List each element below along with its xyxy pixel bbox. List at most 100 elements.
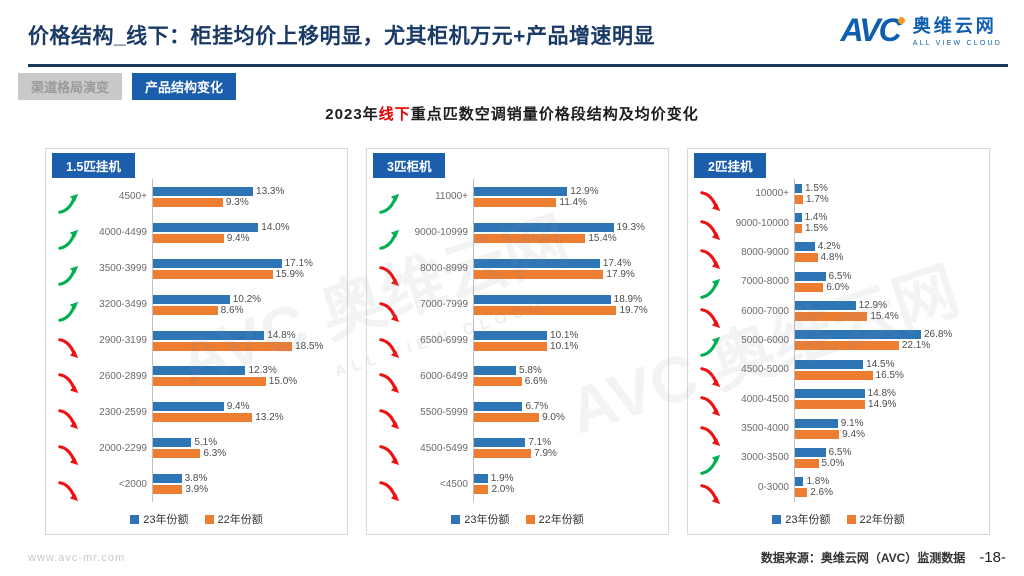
value-label: 9.3%	[225, 196, 249, 208]
bar-line: 19.7%	[474, 304, 662, 316]
bar-group: 6.5% 6.0%	[794, 267, 983, 297]
bar-23	[474, 258, 600, 268]
bar-group: 14.8% 18.5%	[152, 322, 341, 359]
trend-down-icon	[700, 367, 721, 387]
bar-23	[795, 389, 865, 399]
category-label: 6000-6499	[420, 370, 468, 382]
value-label: 19.7%	[619, 304, 648, 316]
trend-arrow	[694, 454, 728, 476]
bar-line: 15.4%	[474, 233, 662, 244]
trend-up-icon	[58, 301, 79, 322]
bar-line: 6.0%	[795, 282, 983, 293]
bar-22	[795, 458, 819, 468]
bar-line: 6.5%	[795, 446, 983, 458]
trend-down-icon	[379, 409, 400, 430]
bar-line: 14.9%	[795, 399, 983, 410]
bar-row: 9000-10000 1.4% 1.5%	[694, 208, 983, 241]
bar-row: <2000 3.8% 3.9%	[52, 466, 341, 503]
bar-22	[474, 233, 586, 243]
bar-group: 12.3% 15.0%	[152, 358, 341, 395]
bar-group: 3.8% 3.9%	[152, 466, 341, 503]
bar-group: 6.5% 5.0%	[794, 443, 983, 473]
bar-line: 16.5%	[795, 369, 983, 381]
category-label: 3500-3999	[99, 263, 147, 275]
bar-23	[153, 294, 230, 304]
value-label: 12.3%	[248, 365, 277, 377]
bar-22	[153, 197, 223, 207]
bar-23	[795, 447, 826, 457]
bar-row: 4500-5499 7.1% 7.9%	[373, 430, 662, 467]
category-label: 2300-2599	[99, 406, 147, 418]
trend-arrow	[52, 444, 86, 466]
bar-line: 14.0%	[153, 222, 341, 233]
category-label: 8000-8999	[420, 263, 468, 275]
bar-line: 11.4%	[474, 197, 662, 208]
bar-line: 18.9%	[474, 294, 662, 305]
tab-channel-structure[interactable]: 渠道格局演变	[18, 73, 123, 100]
trend-down-icon	[58, 481, 79, 502]
bar-22	[474, 197, 557, 207]
bar-line: 6.5%	[795, 271, 983, 282]
bar-group: 10.2% 8.6%	[152, 286, 341, 323]
trend-up-icon	[379, 193, 400, 214]
value-label: 10.1%	[550, 329, 579, 341]
tab-product-structure[interactable]: 产品结构变化	[132, 73, 237, 100]
value-label: 26.8%	[923, 329, 953, 341]
bar-group: 10.1% 10.1%	[473, 322, 662, 359]
bar-row: 3000-3500 6.5% 5.0%	[694, 443, 983, 475]
bar-23	[795, 477, 804, 487]
bar-22	[153, 449, 201, 459]
trend-down-icon	[700, 249, 721, 270]
bar-line: 9.1%	[795, 418, 983, 429]
legend-swatch-22	[846, 514, 856, 524]
value-label: 9.4%	[226, 232, 250, 244]
bar-line: 6.3%	[153, 448, 341, 459]
value-label: 9.0%	[542, 412, 565, 424]
bar-line: 15.4%	[795, 311, 983, 322]
logo-text: 奥维云网 ALL VIEW CLOUD	[913, 12, 1002, 47]
bar-row: 3500-3999 17.1% 15.9%	[52, 250, 341, 287]
trend-down-icon	[700, 396, 721, 417]
header-divider	[28, 64, 1008, 67]
bar-rows: 11000+ 12.9% 11.4% 9000-10999 19.3% 15.4% 8000…	[373, 179, 662, 503]
bar-row: <4500 1.9% 2.0%	[373, 466, 662, 503]
value-label: 3.9%	[185, 484, 209, 496]
value-label: 14.5%	[866, 358, 895, 370]
bar-22	[153, 305, 218, 315]
logo-en-name: ALL VIEW CLOUD	[912, 40, 1002, 47]
trend-up-icon	[58, 229, 79, 250]
bar-23	[153, 366, 246, 376]
value-label: 14.8%	[267, 329, 296, 341]
category-label: 3500-4000	[741, 423, 789, 435]
bar-row: 0-3000 1.8% 2.6%	[694, 472, 983, 505]
category-label: 2000-2299	[99, 442, 147, 454]
value-label: 4.2%	[817, 241, 841, 253]
bar-23	[795, 359, 864, 369]
bar-row: 2900-3199 14.8% 18.5%	[52, 322, 341, 359]
bar-line: 12.9%	[474, 186, 662, 197]
bar-22	[153, 341, 293, 351]
value-label: 10.2%	[232, 293, 262, 305]
bar-23	[795, 183, 803, 193]
bar-row: 3200-3499 10.2% 8.6%	[52, 286, 341, 323]
bar-group: 12.9% 11.4%	[473, 179, 662, 215]
category-label: 0-3000	[757, 481, 789, 493]
bar-22	[795, 400, 866, 410]
bar-22	[153, 413, 253, 423]
value-label: 6.5%	[828, 446, 852, 458]
bar-line: 6.7%	[474, 401, 662, 412]
category-label: 7000-7999	[420, 299, 468, 311]
bar-group: 14.0% 9.4%	[152, 214, 341, 251]
bar-line: 15.0%	[153, 376, 341, 387]
trend-arrow	[373, 301, 407, 323]
category-label: 5500-5999	[420, 406, 468, 418]
bar-23	[795, 418, 838, 428]
legend-item-22: 22年份额	[204, 511, 263, 527]
bar-22	[795, 341, 899, 351]
bar-line: 9.4%	[153, 401, 341, 412]
value-label: 16.5%	[875, 369, 904, 381]
bar-line: 14.5%	[795, 358, 983, 370]
trend-arrow	[694, 190, 728, 212]
bar-group: 17.4% 17.9%	[473, 250, 662, 287]
bar-row: 4000-4500 14.8% 14.9%	[694, 384, 983, 417]
